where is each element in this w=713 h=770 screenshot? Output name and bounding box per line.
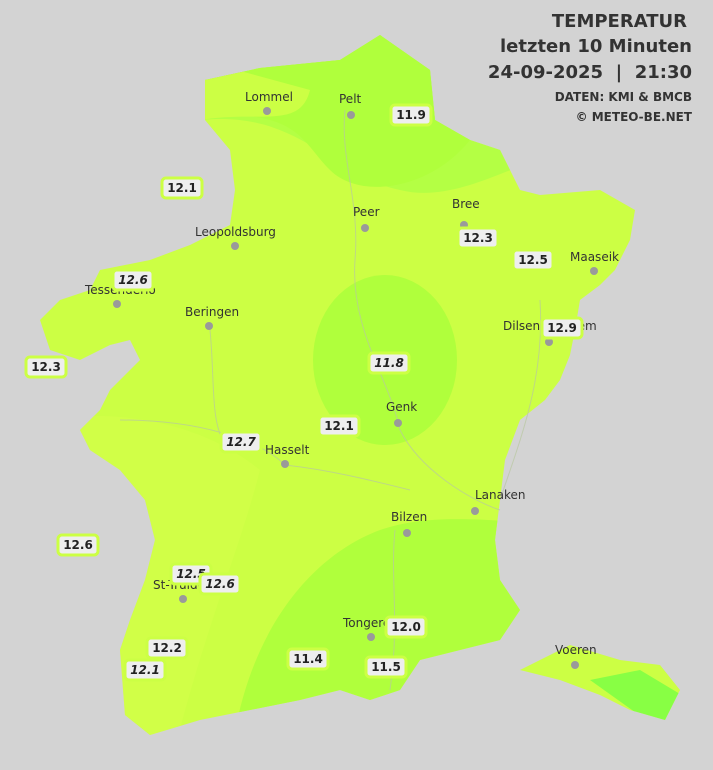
town-label: Beringen	[185, 305, 239, 319]
reading-value: 12.2	[152, 641, 182, 655]
town-dot	[263, 107, 271, 115]
town-dot	[361, 224, 369, 232]
town-dot	[281, 460, 289, 468]
town-dot	[471, 507, 479, 515]
town-label: Leopoldsburg	[195, 225, 276, 239]
reading-box	[364, 655, 408, 679]
reading-value: 12.6	[205, 577, 235, 591]
reading-value: 12.0	[391, 620, 421, 634]
reading-value: 12.3	[31, 360, 61, 374]
town-dot	[571, 661, 579, 669]
town-dot	[179, 595, 187, 603]
reading-box	[384, 615, 428, 639]
reading-value: 11.8	[374, 356, 404, 370]
town-label: Genk	[386, 400, 417, 414]
reading-box	[286, 647, 330, 671]
reading-box	[511, 248, 555, 272]
reading-value: 12.3	[463, 231, 493, 245]
reading-value: 11.9	[396, 108, 426, 122]
reading-value: 12.7	[226, 435, 256, 449]
reading-value: 11.5	[371, 660, 401, 674]
reading-value: 12.9	[547, 321, 577, 335]
town-label: Pelt	[339, 92, 362, 106]
town-label: Maaseik	[570, 250, 619, 264]
reading-value: 12.5	[176, 567, 206, 581]
reading-box	[56, 533, 100, 557]
town-dot	[403, 529, 411, 537]
reading-box	[198, 572, 242, 596]
town-dot	[113, 300, 121, 308]
town-label: Lanaken	[475, 488, 526, 502]
reading-value: 12.6	[63, 538, 93, 552]
reading-box	[219, 430, 263, 454]
town-dot	[590, 267, 598, 275]
town-dot	[545, 338, 553, 346]
reading-box	[24, 355, 68, 379]
reading-box	[389, 103, 433, 127]
reading-value: 12.5	[518, 253, 548, 267]
credit: © METEO-BE.NET	[576, 110, 693, 124]
subtitle: letzten 10 Minuten	[500, 36, 692, 57]
reading-box	[367, 351, 411, 375]
town-dot	[367, 633, 375, 641]
reading-value: 12.1	[324, 419, 354, 433]
reading-value: 12.6	[118, 273, 148, 287]
town-label: Bilzen	[391, 510, 427, 524]
town-label: Peer	[353, 205, 380, 219]
reading-value: 12.1	[130, 663, 160, 677]
town-label: Bree	[452, 197, 480, 211]
town-label: Lommel	[245, 90, 293, 104]
reading-box	[317, 414, 361, 438]
reading-value: 11.4	[293, 652, 323, 666]
reading-box	[111, 268, 155, 292]
reading-box	[456, 226, 500, 250]
datetime: 24-09-2025 | 21:30	[488, 62, 692, 83]
reading-value: 12.1	[167, 181, 197, 195]
town-dot	[347, 111, 355, 119]
town-label: Tongeren	[342, 616, 398, 630]
reading-box	[123, 658, 167, 682]
town-dot	[394, 419, 402, 427]
reading-box	[145, 636, 189, 660]
reading-box	[160, 176, 204, 200]
town-label: Voeren	[555, 643, 597, 657]
title: TEMPERATUR	[552, 11, 687, 32]
voeren-region	[520, 645, 680, 720]
town-dot	[205, 322, 213, 330]
town-label: Hasselt	[265, 443, 310, 457]
source: DATEN: KMI & BMCB	[555, 90, 692, 104]
reading-box	[540, 316, 584, 340]
town-dot	[231, 242, 239, 250]
